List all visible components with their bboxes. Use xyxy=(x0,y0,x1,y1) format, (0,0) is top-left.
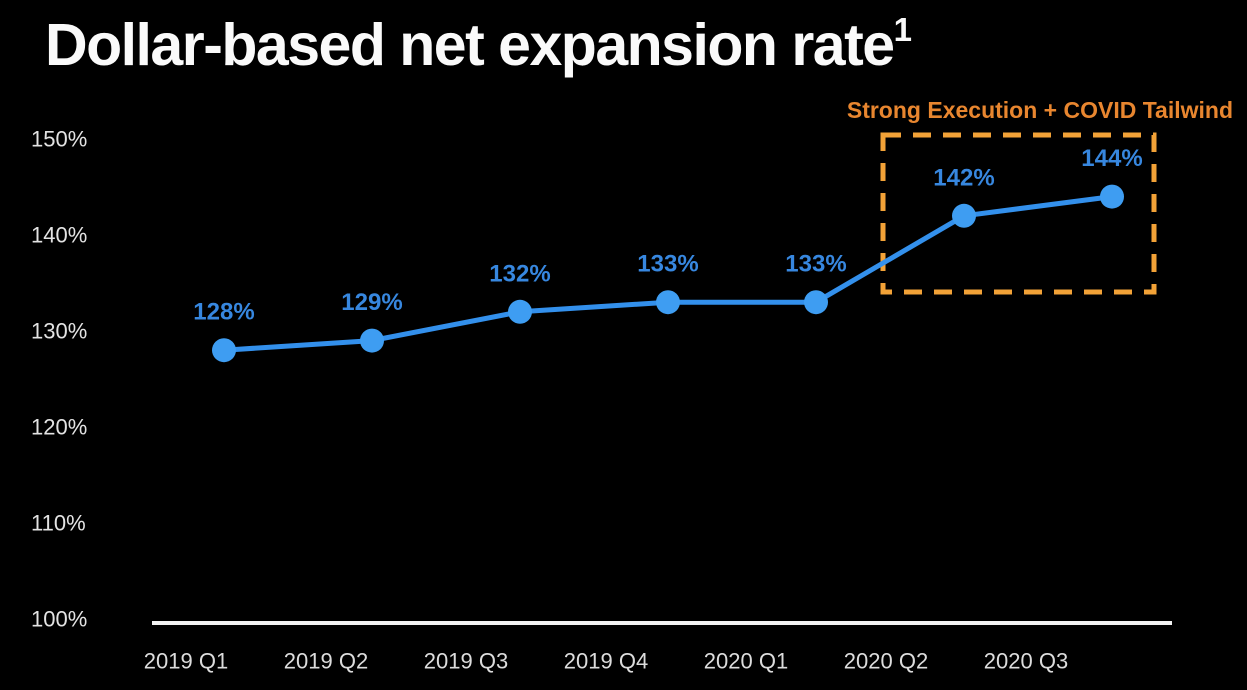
x-axis-tick: 2019 Q3 xyxy=(424,649,508,674)
x-axis-tick: 2019 Q4 xyxy=(564,649,648,674)
data-label: 128% xyxy=(193,299,254,326)
x-axis-tick: 2019 Q2 xyxy=(284,649,368,674)
y-axis-tick: 120% xyxy=(31,415,87,440)
x-axis-tick: 2020 Q3 xyxy=(984,649,1068,674)
highlight-box xyxy=(880,132,1157,295)
chart-title-text: Dollar-based net expansion rate xyxy=(45,12,895,78)
y-axis-tick: 110% xyxy=(31,511,86,536)
footnote-marker: 1 xyxy=(893,11,912,48)
data-point xyxy=(212,338,236,363)
data-point xyxy=(1100,184,1124,209)
data-label: 129% xyxy=(341,289,402,316)
annotation-label: Strong Execution + COVID Tailwind xyxy=(846,97,1233,123)
data-label: 133% xyxy=(785,251,846,278)
data-point xyxy=(508,299,532,324)
data-label: 133% xyxy=(637,251,698,278)
y-axis-tick: 140% xyxy=(31,223,87,248)
x-axis-tick: 2019 Q1 xyxy=(144,649,228,674)
chart-title: Dollar-based net expansion rate1 xyxy=(45,11,912,79)
data-point xyxy=(952,203,976,228)
data-point xyxy=(656,290,680,315)
x-axis-tick: 2020 Q1 xyxy=(704,649,788,674)
data-label: 142% xyxy=(933,164,994,191)
y-axis-tick: 150% xyxy=(31,127,87,152)
data-label: 144% xyxy=(1081,145,1142,172)
data-point xyxy=(804,290,828,315)
data-label: 132% xyxy=(489,260,550,287)
data-point xyxy=(360,328,384,353)
x-axis-tick: 2020 Q2 xyxy=(844,649,928,674)
y-axis-tick: 130% xyxy=(31,319,87,344)
y-axis-tick: 100% xyxy=(31,607,87,632)
